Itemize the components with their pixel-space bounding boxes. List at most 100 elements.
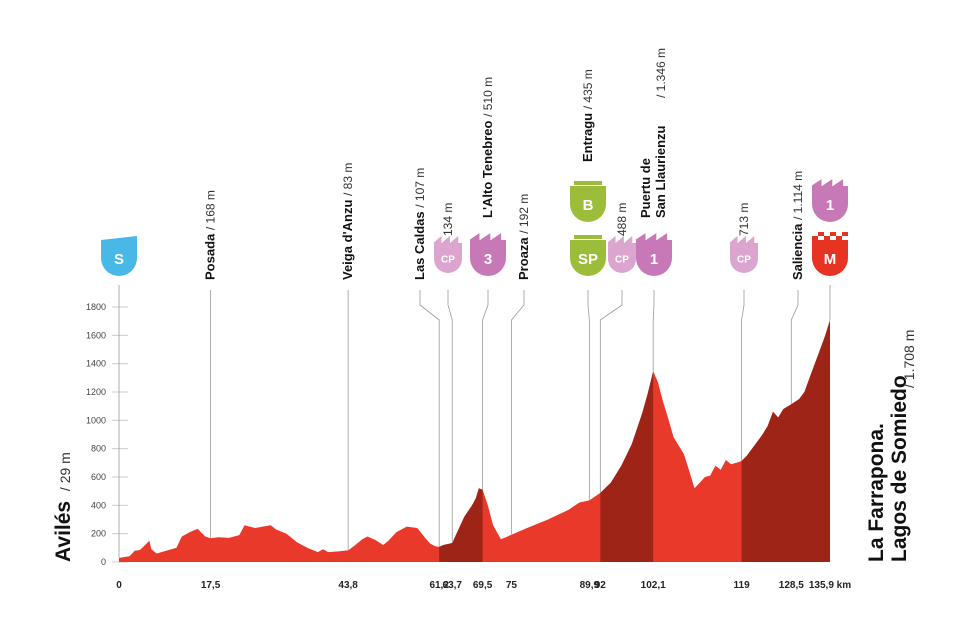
start-town-label: Avilés / 29 m <box>52 452 75 562</box>
x-tick-label: 75 <box>506 580 518 591</box>
badge-shape <box>570 186 606 222</box>
badge-shape <box>812 186 848 222</box>
x-axis-ticks: 0 17,5 43,8 61,263,7 69,5 75 89,992 102,1 119 128… <box>116 580 851 591</box>
waypoint-leader-line <box>419 290 440 547</box>
waypoint-badge-secondary: 1 <box>811 179 848 222</box>
badge-shape <box>608 243 636 273</box>
badge-flag <box>101 236 137 240</box>
badge-label: M <box>824 251 837 268</box>
badge-label: B <box>583 197 594 214</box>
waypoint-altitude: 134 m <box>441 203 455 236</box>
waypoint-altitude: / 510 m <box>481 77 495 117</box>
finish-check <box>836 236 842 240</box>
waypoint-altitude: / 435 m <box>581 69 595 109</box>
x-tick-label: 0 <box>116 580 122 591</box>
badge-shape <box>470 240 506 276</box>
waypoint-leader-line <box>741 290 745 461</box>
x-tick-label: 92 <box>595 580 607 591</box>
waypoint-altitude: / 192 m <box>517 194 531 234</box>
y-axis-ticks: 0 200 400 600 800 1000 1200 1400 1600 1800 <box>86 302 106 567</box>
waypoint-name: Entragu <box>580 109 595 162</box>
badge-label: CP <box>737 254 751 265</box>
waypoint-name: Saliencia <box>790 220 805 280</box>
waypoint-leader-line <box>447 290 453 544</box>
waypoint-label: L'Alto Tenebreo / 510 m <box>480 77 495 218</box>
badge-stripe <box>574 235 602 239</box>
y-tick-label: 1800 <box>86 302 106 312</box>
waypoint-badge-secondary: B <box>570 181 606 222</box>
finish-check <box>812 236 818 240</box>
waypoint-label: Las Caldas / 107 m <box>412 168 427 280</box>
x-tick-label: 43,8 <box>338 580 358 591</box>
finish-check <box>842 232 848 236</box>
waypoint-altitude: / 107 m <box>413 168 427 208</box>
badge-shape <box>570 240 606 276</box>
waypoint-name: Veiga d'Anzu <box>340 196 355 280</box>
y-tick-label: 0 <box>101 557 106 567</box>
waypoint-badge: 3 <box>469 233 506 276</box>
badge-peaks <box>433 235 459 244</box>
waypoint-leader-line <box>790 290 799 405</box>
waypoint-badge: CP <box>607 235 636 273</box>
finish-alt-label: / 1.708 m <box>901 330 917 388</box>
waypoint-leader-line <box>652 290 655 372</box>
waypoint-name: Posada <box>203 230 218 280</box>
badge-shape <box>730 243 758 273</box>
badge-peaks <box>811 179 844 187</box>
finish-check <box>824 236 830 240</box>
badge-label: CP <box>615 254 629 265</box>
x-tick-label: 61,2 <box>429 580 449 591</box>
waypoint-leader-line <box>587 290 590 501</box>
y-tick-label: 1000 <box>86 415 106 425</box>
waypoint-leader-line <box>510 290 525 535</box>
badge-label: 1 <box>826 197 834 214</box>
waypoint-name: Las Caldas <box>412 208 427 280</box>
waypoint-badge: CP <box>433 235 462 273</box>
y-tick-label: 600 <box>91 472 106 482</box>
badge-label: 1 <box>650 251 658 268</box>
steep-climb-segment <box>600 371 654 562</box>
y-tick-label: 400 <box>91 500 106 510</box>
waypoint-label: Proaza / 192 m <box>516 194 531 280</box>
badge-shape <box>101 240 137 276</box>
badge-shape <box>434 243 462 273</box>
badge-label: SP <box>578 251 598 268</box>
y-tick-label: 1400 <box>86 359 106 369</box>
waypoint-label: Posada / 168 m <box>203 190 218 280</box>
waypoint-labels: Posada / 168 m Veiga d'Anzu / 83 m Las Cal… <box>203 48 805 280</box>
x-tick-label: 128,5 <box>779 580 804 591</box>
x-tick-label: 135,9 km <box>809 580 851 591</box>
badge-label: CP <box>441 254 455 265</box>
finish-check <box>830 232 836 236</box>
waypoint-badge: SP <box>570 235 606 276</box>
waypoint-badge: 1 <box>635 233 672 276</box>
waypoint-altitude: / 168 m <box>204 190 218 230</box>
finish-check <box>818 232 824 236</box>
steep-climb-segment <box>741 320 830 562</box>
badge-peaks <box>607 235 633 244</box>
waypoint-label: Entragu / 435 m <box>580 69 595 162</box>
waypoint-altitude: / 83 m <box>341 163 355 196</box>
y-gridlines <box>112 306 128 563</box>
waypoint-altitude: 713 m <box>737 203 751 236</box>
waypoint-badges: S CP 3 SP B CP 1 CP M 1 <box>101 179 848 276</box>
x-tick-label: 63,7 <box>443 580 463 591</box>
waypoint-name: L'Alto Tenebreo <box>480 117 495 218</box>
finish-line1-label: La Farrapona. <box>865 423 888 562</box>
x-tick-label: 17,5 <box>201 580 221 591</box>
waypoint-altitude: / 1.114 m <box>791 171 805 220</box>
x-tick-label: 69,5 <box>473 580 493 591</box>
waypoint-altitude: / 1.346 m <box>654 48 668 98</box>
badge-peaks <box>635 233 668 241</box>
badge-label: 3 <box>484 251 492 268</box>
waypoint-label: Veiga d'Anzu / 83 m <box>340 163 355 280</box>
badge-peaks <box>729 235 755 244</box>
waypoint-name-line2: San Llaurienzu <box>653 125 668 218</box>
waypoint-leader-line <box>482 290 489 490</box>
waypoint-altitude: 488 m <box>615 203 629 236</box>
waypoint-name: Proaza <box>516 234 531 280</box>
x-tick-label: 102,1 <box>641 580 666 591</box>
waypoint-badge: S <box>101 236 137 276</box>
waypoint-leader-line <box>599 290 623 493</box>
